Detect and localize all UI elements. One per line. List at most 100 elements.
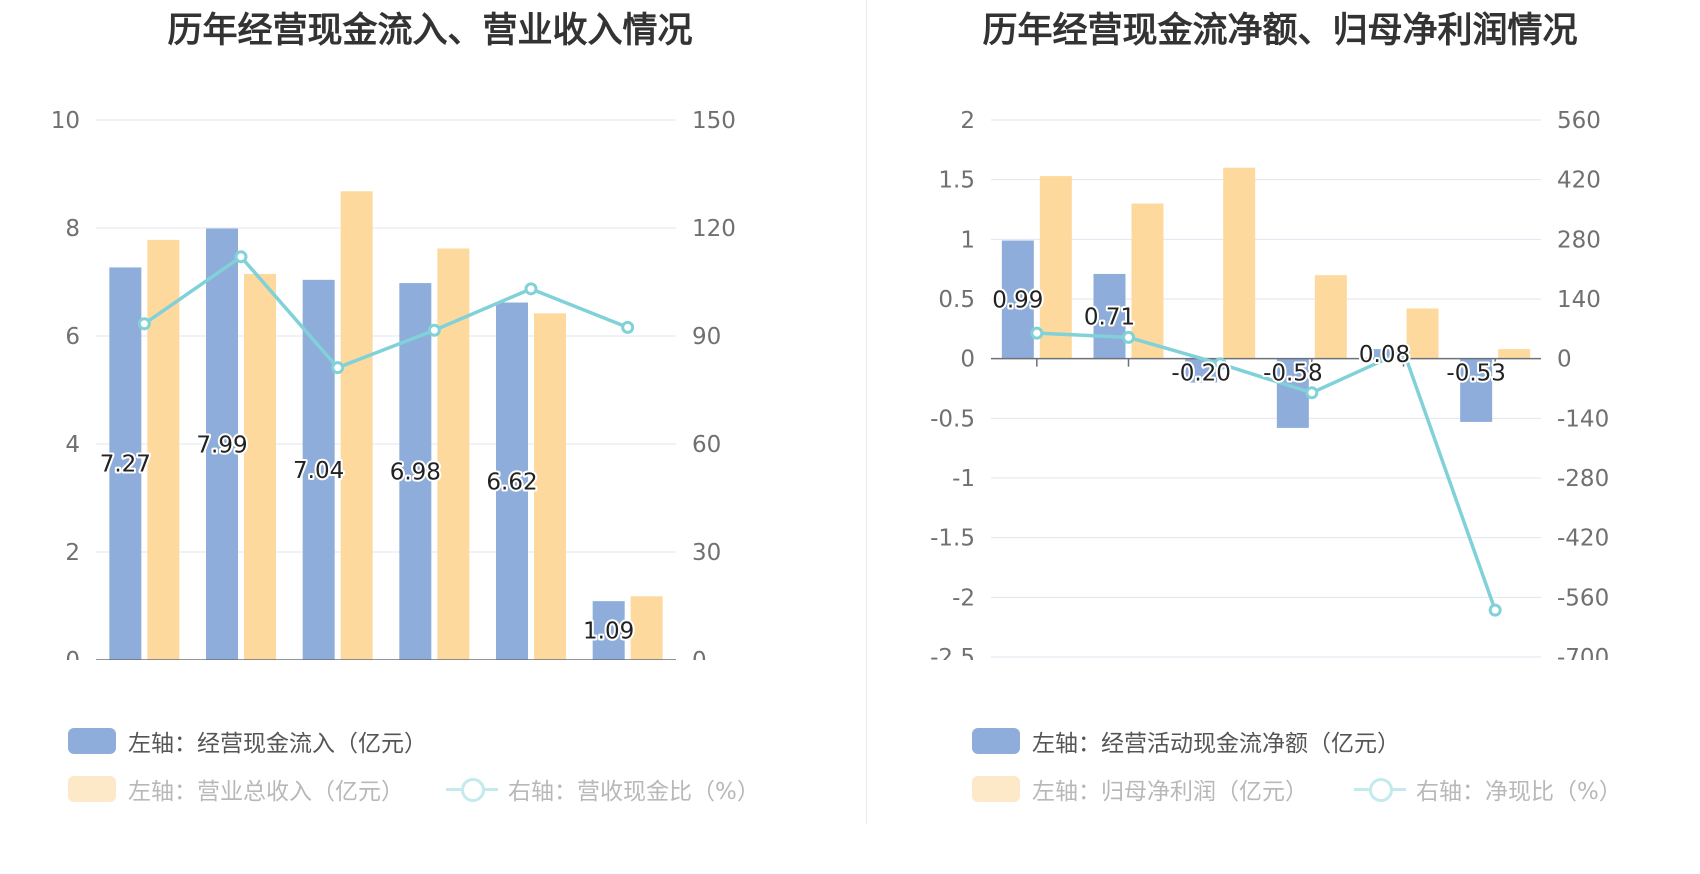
- y-left-tick-label: 0.5: [938, 287, 975, 313]
- bar-primary: [399, 283, 432, 660]
- line-point: [234, 250, 248, 264]
- line-point: [427, 323, 441, 337]
- data-label: 7.99: [196, 432, 247, 458]
- y-right-tick-label: 150: [692, 108, 736, 134]
- bar-primary: [1001, 240, 1034, 359]
- legend-label: 右轴：净现比（%）: [1416, 779, 1622, 805]
- line-series: [1036, 331, 1497, 611]
- data-label: 0.71: [1084, 304, 1135, 330]
- line-point: [1305, 386, 1319, 400]
- y-left-tick-label: -2.5: [930, 645, 975, 660]
- bar-primary: [109, 267, 142, 660]
- legend-swatch-icon: [972, 728, 1020, 754]
- bar-secondary: [244, 273, 276, 660]
- data-label: 0.08: [1359, 342, 1410, 368]
- line-point: [621, 320, 635, 334]
- bar-primary: [1185, 358, 1218, 383]
- y-right-tick-label: 0: [692, 648, 707, 660]
- line-point: [331, 361, 345, 375]
- bar-secondary: [630, 596, 663, 660]
- legend-label: 左轴：经营现金流入（亿元）: [128, 731, 427, 757]
- bar-secondary: [1314, 275, 1347, 359]
- bar-secondary: [437, 248, 470, 660]
- y-left-tick-label: 6: [65, 324, 80, 350]
- line-point: [1122, 330, 1135, 344]
- bar-primary: [592, 601, 625, 660]
- bar-secondary: [534, 313, 566, 660]
- legend-item-net-cash[interactable]: 左轴：经营活动现金流净额（亿元）: [972, 724, 1400, 758]
- y-left-tick-label: -2: [952, 585, 975, 611]
- bar-secondary: [1223, 167, 1256, 359]
- bar-primary: [1368, 349, 1401, 359]
- y-right-tick-label: 560: [1557, 108, 1601, 134]
- y-right-tick-label: -280: [1557, 466, 1609, 492]
- y-right-tick-label: 420: [1557, 168, 1601, 194]
- y-left-tick-label: 0: [65, 648, 80, 660]
- bar-primary: [1460, 358, 1493, 422]
- y-left-tick-label: -1: [952, 466, 975, 492]
- y-right-tick-label: -560: [1557, 585, 1609, 611]
- data-label: -0.53: [1446, 361, 1506, 387]
- legend-item-net-profit[interactable]: 左轴：归母净利润（亿元）: [972, 772, 1308, 806]
- legend-line-marker-icon: [446, 776, 498, 802]
- chart-panel-netcash-profit: 历年经营现金流净额、归母净利润情况 -2.5 -700 -2 -560 -1.5 -420…: [860, 0, 1700, 874]
- line-point: [1030, 326, 1044, 340]
- y-left-tick-label: 1.5: [938, 168, 975, 194]
- panel-divider: [866, 0, 867, 824]
- bar-primary: [1276, 358, 1309, 428]
- y-left-tick-label: 2: [960, 108, 975, 134]
- bar-secondary: [340, 191, 373, 660]
- bar-secondary: [1039, 176, 1072, 359]
- data-label: -0.20: [1171, 361, 1231, 387]
- bar-primary: [1093, 273, 1126, 359]
- y-right-tick-label: 90: [692, 324, 721, 350]
- legend-label: 左轴：归母净利润（亿元）: [1032, 779, 1308, 805]
- y-right-tick-label: 60: [692, 432, 721, 458]
- data-label: 6.98: [390, 460, 441, 486]
- line-point: [1213, 357, 1227, 371]
- y-left-tick-label: -0.5: [930, 406, 975, 432]
- chart-panel-cashflow-revenue: 历年经营现金流入、营业收入情况 002304606908120101502019…: [51, 11, 760, 806]
- y-left-tick-label: 2: [65, 540, 80, 566]
- y-right-tick-label: 120: [692, 216, 736, 242]
- chart-plot: -2.5 -700 -2 -560 -1.5 -420 -1 -280 -0.5 -140 0 0 0.…: [930, 108, 1609, 660]
- bar-secondary: [1498, 349, 1531, 359]
- legend-item-ratio[interactable]: 右轴：营收现金比（%）: [446, 772, 760, 806]
- line-point: [137, 317, 151, 331]
- bar-secondary: [1131, 203, 1164, 359]
- legend-item-net-ratio[interactable]: 右轴：净现比（%）: [1354, 772, 1622, 806]
- chart-plot: 0023046069081201015020192020202120222023…: [51, 108, 736, 660]
- y-left-tick-label: 10: [51, 108, 80, 134]
- line-point: [1397, 344, 1410, 358]
- y-right-tick-label: 140: [1557, 287, 1601, 313]
- legend-label: 左轴：营业总收入（亿元）: [128, 779, 404, 805]
- data-label: 6.62: [486, 469, 537, 495]
- legend-item-cash-inflow[interactable]: 左轴：经营现金流入（亿元）: [68, 724, 427, 758]
- y-left-tick-label: 4: [65, 432, 80, 458]
- legend-label: 右轴：营收现金比（%）: [508, 779, 760, 805]
- y-right-tick-label: 30: [692, 540, 721, 566]
- y-right-tick-label: -700: [1557, 645, 1609, 660]
- y-right-tick-label: -420: [1557, 526, 1609, 552]
- line-series: [143, 254, 629, 370]
- line-point: [1488, 603, 1502, 617]
- y-right-tick-label: -140: [1557, 406, 1609, 432]
- data-label: 0.99: [992, 288, 1043, 314]
- data-label: 1.09: [583, 619, 634, 645]
- y-left-tick-label: 1: [960, 227, 975, 253]
- bar-primary: [302, 279, 335, 660]
- line-point: [524, 282, 538, 296]
- data-label: 7.27: [100, 452, 151, 478]
- bar-secondary: [1406, 308, 1439, 359]
- y-left-tick-label: 0: [960, 347, 975, 373]
- y-left-tick-label: 8: [65, 216, 80, 242]
- chart-title: 历年经营现金流入、营业收入情况: [167, 11, 693, 51]
- legend-swatch-icon: [68, 728, 116, 754]
- y-right-tick-label: 280: [1557, 227, 1601, 253]
- y-right-tick-label: 0: [1557, 347, 1572, 373]
- legend-swatch-icon: [68, 776, 116, 802]
- legend-item-revenue[interactable]: 左轴：营业总收入（亿元）: [68, 772, 404, 806]
- data-label: -0.58: [1263, 361, 1323, 387]
- chart-title: 历年经营现金流净额、归母净利润情况: [982, 11, 1578, 51]
- bar-primary: [496, 302, 528, 660]
